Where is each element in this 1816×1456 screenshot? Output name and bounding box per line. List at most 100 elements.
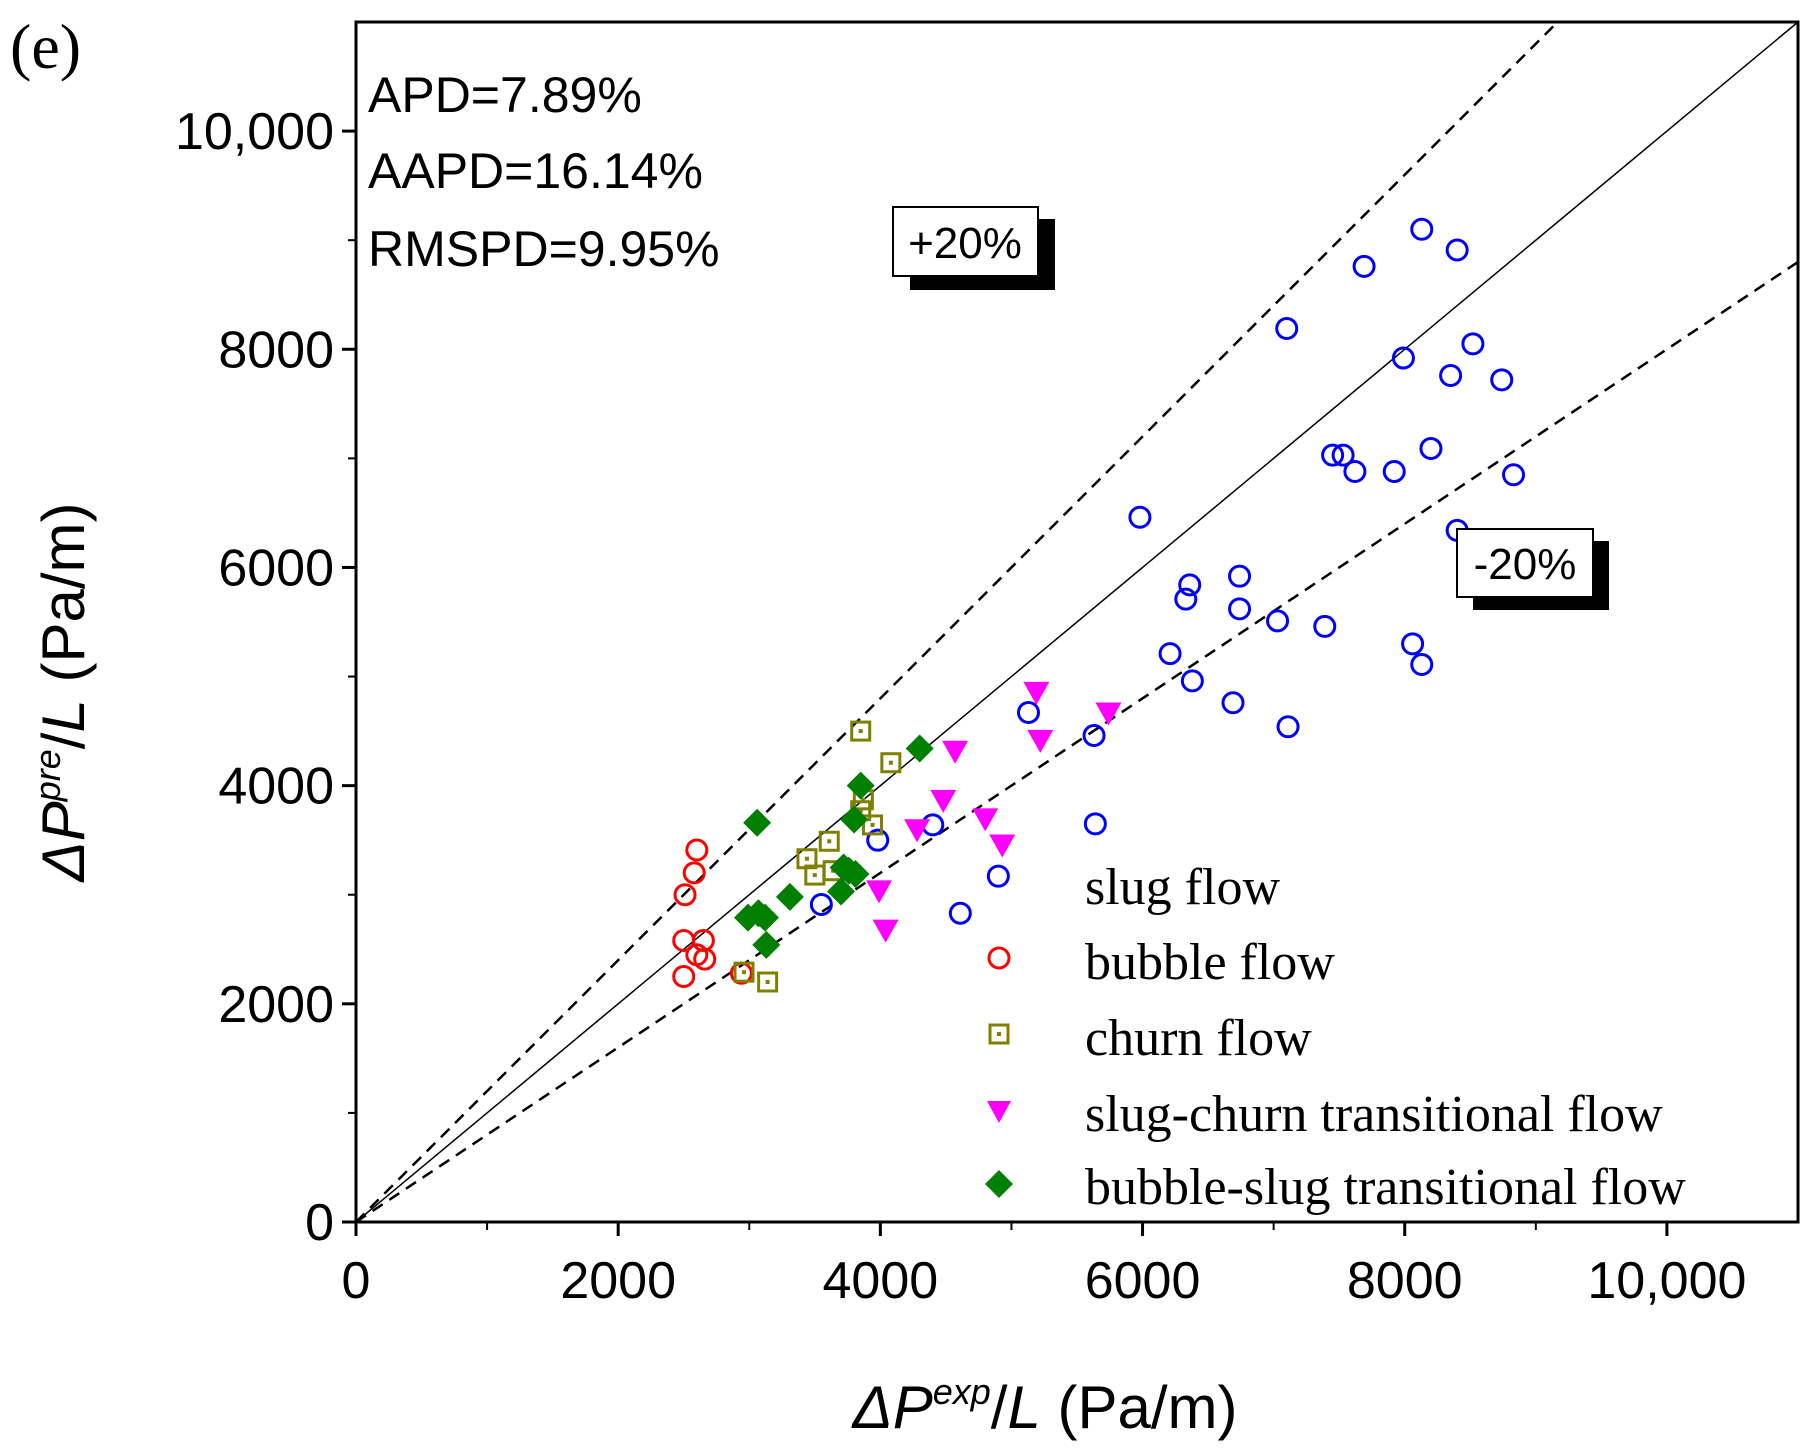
slug-point xyxy=(1382,459,1406,483)
panel-label: (e) xyxy=(10,11,81,82)
legend-marker-slug-churn xyxy=(987,1101,1011,1123)
y-tick-label: 4000 xyxy=(218,758,334,816)
minus-20-box: -20% xyxy=(1456,528,1609,610)
churn-point xyxy=(880,752,902,774)
slug-point xyxy=(1276,715,1300,739)
y-tick-label: 0 xyxy=(305,1194,334,1252)
slug-churn-point xyxy=(972,808,999,832)
stat-rmspd: RMSPD=9.95% xyxy=(368,221,720,277)
minus-20-label: -20% xyxy=(1474,540,1577,589)
churn-point-dot xyxy=(827,839,832,844)
bubble-slug-point xyxy=(827,877,856,906)
bubble-slug-point xyxy=(733,903,762,932)
reference-line-minus20pct xyxy=(355,260,1799,1224)
slug-point xyxy=(1321,443,1345,467)
x-axis-title: ΔPexp/L (Pa/m) xyxy=(850,1371,1237,1441)
bubble-slug-point xyxy=(743,808,772,837)
legend-label-bubble: bubble flow xyxy=(1085,934,1335,991)
legend-marker-bubble xyxy=(987,946,1011,970)
bubble-point xyxy=(673,883,697,907)
bubble-point xyxy=(672,965,696,989)
bubble-slug-point xyxy=(751,903,780,932)
y-axis-title-slash: / xyxy=(30,732,97,749)
x-tick-label: 10,000 xyxy=(1587,1252,1746,1310)
x-axis-title-unit: (Pa/m) xyxy=(1041,1374,1238,1441)
legend-marker-churn-dot xyxy=(997,1032,1001,1036)
y-axis-title-unit: (Pa/m) xyxy=(30,502,97,699)
slug-point xyxy=(1439,363,1463,387)
slug-point xyxy=(1490,368,1514,392)
plus-20-box: +20% xyxy=(892,206,1055,290)
legend-label-slug: slug flow xyxy=(1085,859,1280,916)
slug-point xyxy=(1419,437,1443,461)
slug-point xyxy=(1180,669,1204,693)
reference-lines xyxy=(355,21,1799,1224)
bubble-slug-point xyxy=(905,734,934,763)
stat-apd: APD=7.89% xyxy=(368,67,642,123)
bubble-point xyxy=(682,861,706,885)
churn-point xyxy=(757,971,779,993)
slug-point xyxy=(948,901,972,925)
slug-point xyxy=(1410,217,1434,241)
slug-point xyxy=(1178,573,1202,597)
slug-churn-point xyxy=(1027,729,1054,753)
slug-point xyxy=(1083,812,1107,836)
slug-churn-point xyxy=(872,919,899,943)
slug-point xyxy=(1343,459,1367,483)
churn-point-dot xyxy=(812,873,817,878)
slug-point xyxy=(1410,653,1434,677)
churn-point-dot xyxy=(765,980,770,984)
slug-point xyxy=(1228,597,1252,621)
y-tick-label: 8000 xyxy=(218,321,334,379)
slug-point xyxy=(1128,505,1152,529)
y-tick-label: 10,000 xyxy=(175,103,334,161)
y-tick-label: 6000 xyxy=(218,539,334,597)
legend-item-bubble-slug: bubble-slug transitional flow xyxy=(985,1159,1686,1216)
x-axis-title-sup: exp xyxy=(933,1371,991,1412)
slug-point xyxy=(1502,463,1526,487)
slug-churn-point xyxy=(930,789,957,813)
slug-point xyxy=(1228,564,1252,588)
slug-churn-point xyxy=(989,834,1016,858)
slug-churn-point xyxy=(1023,681,1050,705)
slug-point xyxy=(1221,691,1245,715)
x-axis-title-slash: / xyxy=(991,1374,1008,1441)
x-axis-title-L: L xyxy=(1007,1374,1040,1441)
bubble-slug-point xyxy=(775,882,804,911)
slug-churn-point xyxy=(1095,702,1122,726)
bubble-slug-point xyxy=(846,771,875,800)
minus-20-box-frame xyxy=(1456,528,1594,598)
slug-point xyxy=(1352,254,1376,278)
slug-point xyxy=(1266,609,1290,633)
bubble-point xyxy=(693,947,717,971)
churn-point-dot xyxy=(861,797,866,802)
legend: slug flow bubble flow churn flow slug-ch… xyxy=(985,859,1686,1216)
plot-frame xyxy=(354,20,1800,1224)
axis-ticks: 0 2000 4000 6000 8000 10,000 0 2000 4000 6000 8000… xyxy=(175,103,1746,1310)
legend-marker-bubble-slug xyxy=(985,1170,1013,1198)
churn-point-dot xyxy=(858,808,863,813)
bubble-slug-point xyxy=(840,805,869,834)
bubble-point xyxy=(685,838,709,862)
plus-20-box-frame xyxy=(892,206,1039,277)
slug-point xyxy=(1275,317,1299,341)
stat-aapd: AAPD=16.14% xyxy=(368,143,703,199)
x-axis-title-delta: ΔP xyxy=(850,1374,932,1441)
reference-line-plus20pct xyxy=(355,21,1559,1223)
legend-item-bubble: bubble flow xyxy=(987,934,1335,991)
bubble-slug-point xyxy=(752,930,781,959)
slug-churn-point xyxy=(866,880,893,904)
churn-point xyxy=(733,961,755,983)
slug-point xyxy=(1401,632,1425,656)
y-axis-title-L: L xyxy=(30,699,97,732)
slug-churn-point xyxy=(942,740,969,764)
churn-point-dot xyxy=(742,970,747,975)
slug-point xyxy=(866,828,890,852)
y-axis-title-delta: ΔP xyxy=(30,801,97,883)
legend-label-bubble-slug: bubble-slug transitional flow xyxy=(1085,1159,1686,1216)
churn-point xyxy=(818,830,840,852)
slug-point xyxy=(1331,443,1355,467)
reference-line-parity xyxy=(355,21,1799,1223)
slug-point xyxy=(986,864,1010,888)
